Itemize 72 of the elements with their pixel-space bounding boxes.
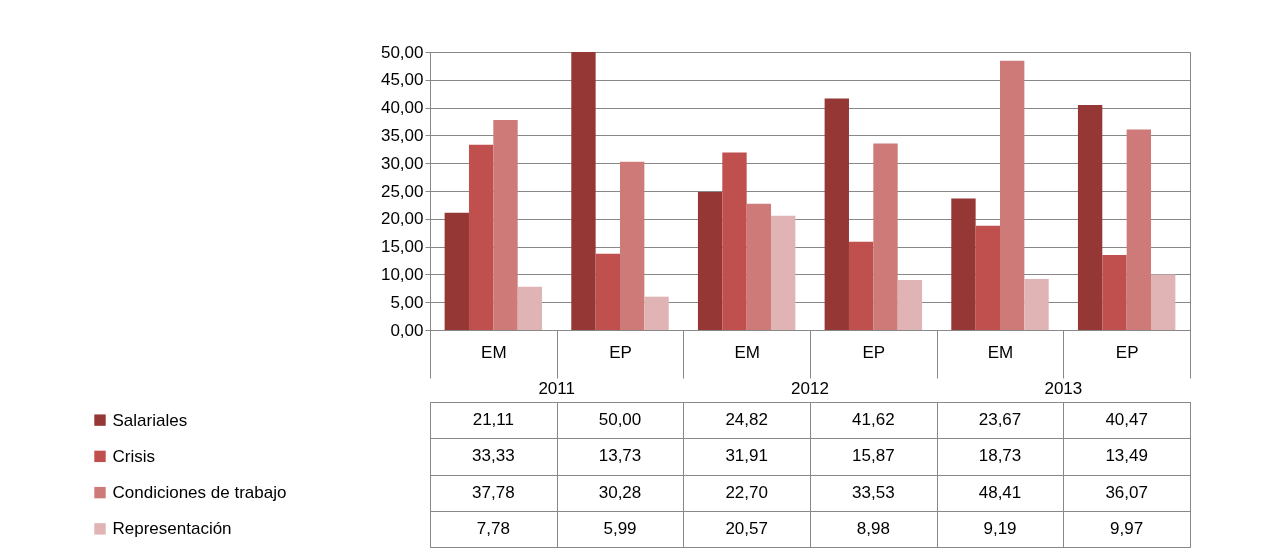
legend-label: Representación [112, 519, 232, 539]
legend-label: Salariales [112, 410, 188, 430]
x-tick-label: EM [481, 342, 507, 362]
bar [873, 143, 898, 330]
data-label: 18,73 [978, 446, 1022, 466]
data-label: 31,91 [725, 446, 768, 466]
y-tick-label: 35,00 [380, 125, 424, 145]
legend-label: Crisis [112, 446, 155, 466]
y-tick-label: 40,00 [380, 98, 424, 118]
bar [951, 198, 976, 330]
data-label: 40,47 [1105, 410, 1148, 430]
data-label: 30,28 [598, 482, 642, 502]
y-tick-label: 5,00 [390, 292, 424, 312]
data-label: 9,19 [983, 518, 1017, 538]
bar [595, 253, 620, 330]
bar [824, 98, 849, 330]
data-label: 7,78 [476, 518, 510, 538]
legend-label: Condiciones de trabajo [112, 483, 287, 503]
data-label: 22,70 [725, 482, 768, 502]
bar [644, 296, 669, 330]
bar [493, 119, 518, 330]
x-tick-label: EP [862, 342, 886, 362]
data-label: 48,41 [978, 482, 1022, 502]
x-tick-label: EM [987, 342, 1014, 362]
x-tick-label: EP [1115, 342, 1139, 362]
y-tick-label: 25,00 [380, 181, 424, 201]
x-tick-label: EP [609, 342, 632, 362]
bar [848, 241, 874, 330]
data-label: 36,07 [1105, 482, 1148, 502]
bar [771, 215, 796, 330]
data-label: 21,11 [472, 410, 514, 430]
bar [468, 144, 494, 330]
bar [975, 225, 1000, 330]
x-tick-label: EM [734, 342, 760, 362]
y-tick-label: 0,00 [390, 320, 424, 340]
y-tick-label: 10,00 [380, 264, 424, 284]
bar [444, 212, 469, 330]
bar [571, 52, 596, 330]
data-label: 20,57 [725, 518, 768, 538]
bar [1024, 278, 1049, 330]
text: 2013 [1044, 379, 1083, 398]
data-label: 50,00 [598, 410, 642, 430]
bar [722, 152, 747, 330]
data-label: 9,97 [1110, 518, 1144, 538]
data-label: 5,99 [603, 518, 637, 538]
bar [1000, 60, 1025, 330]
bar [1126, 129, 1152, 330]
data-label: 15,87 [852, 446, 895, 466]
text: 2012 [791, 379, 829, 398]
data-label: 41,62 [852, 410, 895, 430]
bar [746, 203, 772, 330]
text: 2011 [538, 379, 575, 398]
bar [897, 280, 923, 330]
y-tick-label: 15,00 [380, 237, 424, 257]
y-tick-label: 30,00 [380, 153, 424, 173]
y-tick-label: 45,00 [380, 70, 424, 90]
y-tick-label: 50,00 [380, 42, 424, 62]
data-label: 33,53 [852, 482, 895, 502]
data-label: 8,98 [856, 518, 890, 538]
data-label: 23,67 [978, 410, 1022, 430]
bar [1102, 255, 1127, 330]
bar [1077, 104, 1103, 330]
bar [620, 161, 645, 330]
data-label: 33,33 [472, 446, 515, 466]
data-label: 13,73 [598, 446, 642, 466]
data-label: 13,49 [1105, 446, 1148, 466]
bar [697, 192, 723, 330]
data-label: 24,82 [725, 410, 768, 430]
bar [1151, 274, 1176, 330]
y-tick-label: 20,00 [380, 209, 424, 229]
bar [517, 286, 543, 330]
data-label: 37,78 [472, 482, 515, 502]
